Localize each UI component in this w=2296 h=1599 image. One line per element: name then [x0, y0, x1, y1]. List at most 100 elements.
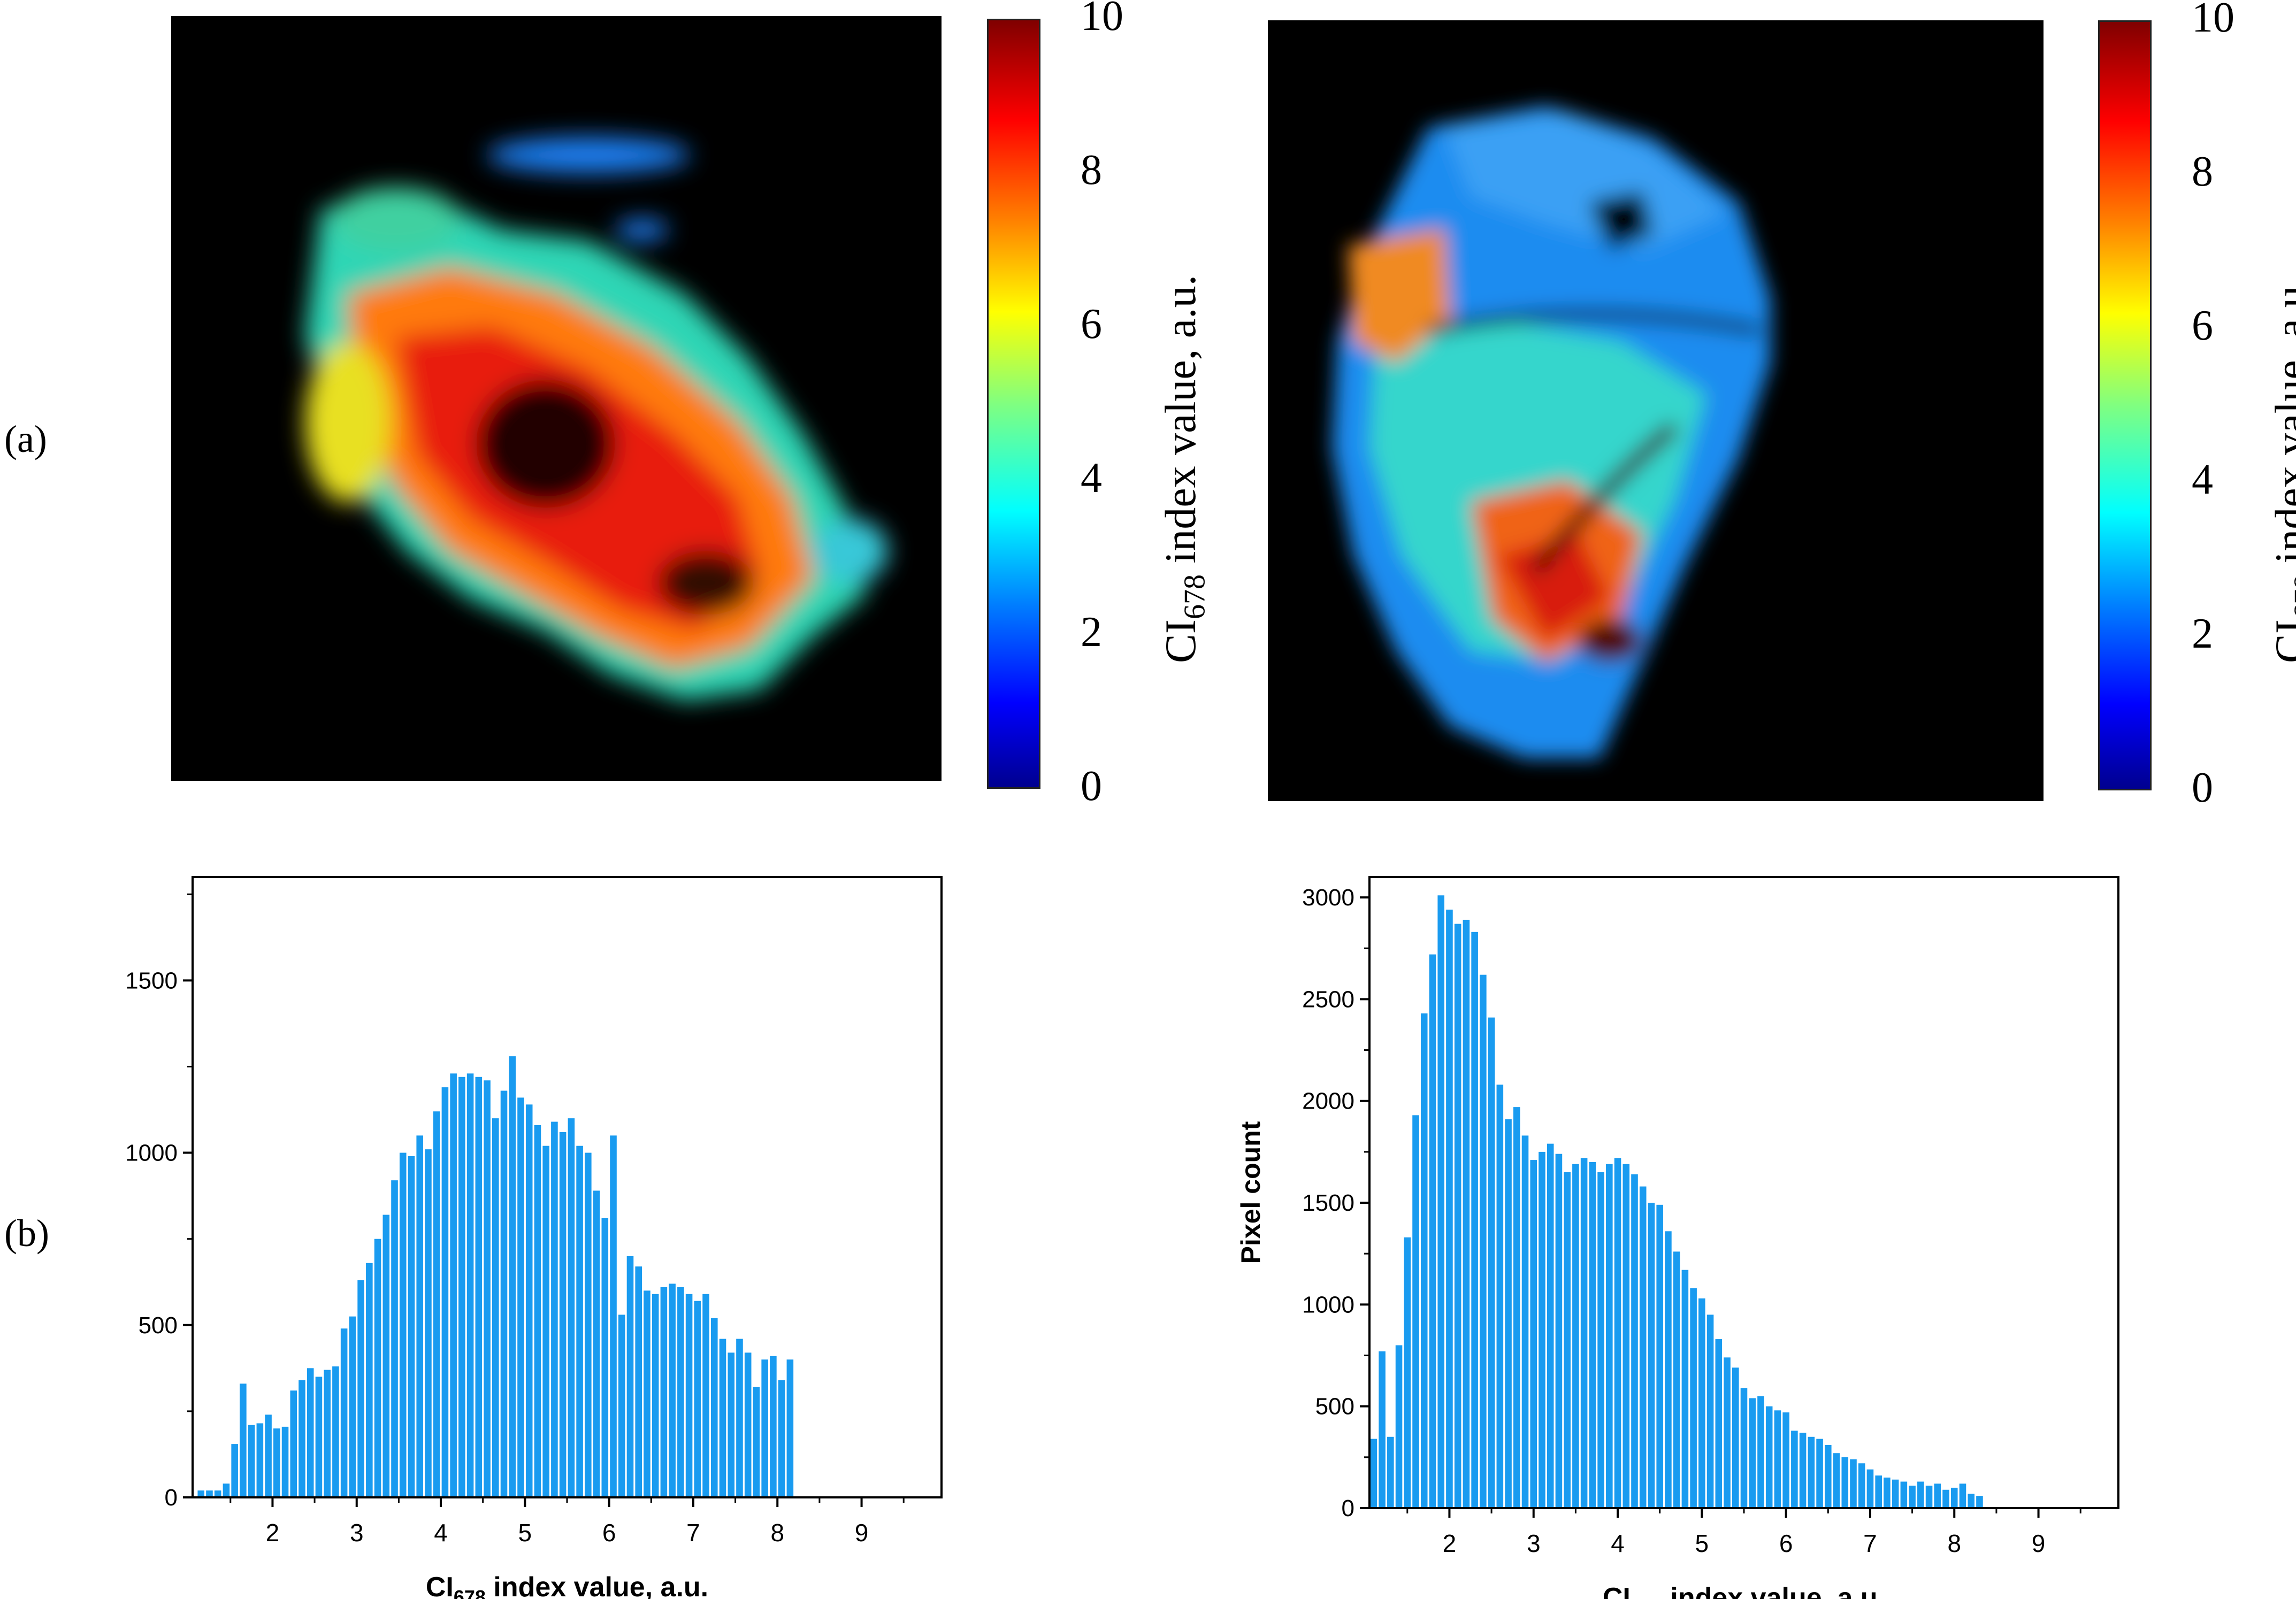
leaf-crack	[1427, 309, 1761, 336]
left-hist-bar	[484, 1080, 491, 1497]
left-hist-bar	[206, 1490, 213, 1497]
left-hist-bar	[559, 1132, 567, 1497]
left-hist-bar	[349, 1316, 356, 1497]
left-hist-bar	[677, 1287, 684, 1497]
left-hist-bar	[324, 1370, 331, 1497]
right-hist-bar	[1925, 1486, 1933, 1508]
left-hist-bar	[626, 1256, 634, 1497]
left-hist-bar	[299, 1380, 305, 1497]
right-hist-bar	[1555, 1154, 1563, 1508]
right-hist-bar	[1950, 1487, 1958, 1508]
left-hist-bar	[660, 1287, 668, 1497]
right-hist-bar	[1866, 1469, 1874, 1508]
left-hist-bar	[399, 1152, 407, 1497]
right-hist-xtick-label: 6	[1779, 1529, 1793, 1557]
left-hist-bar	[450, 1073, 457, 1497]
right-colorbar-tick: 10	[2192, 0, 2234, 41]
right-hist-bar	[1976, 1496, 1983, 1508]
right-hist-ytick-label: 2000	[1302, 1088, 1354, 1114]
right-hist-bar	[1833, 1453, 1840, 1508]
tissue-yellow-left	[305, 342, 391, 503]
left-hist-bar	[340, 1328, 348, 1497]
fragment-small	[615, 219, 669, 241]
left-hist-bar	[408, 1156, 415, 1497]
left-hist-xtick-label: 6	[602, 1519, 616, 1547]
left-hist-bar	[240, 1383, 247, 1497]
left-hist-bar	[214, 1490, 221, 1497]
right-hist-xtick-label: 8	[1947, 1529, 1961, 1557]
right-hist-bar	[1757, 1396, 1764, 1508]
left-hist-bar	[441, 1087, 449, 1497]
left-hist-bar	[332, 1366, 339, 1497]
right-hist-bar	[1463, 919, 1470, 1508]
left-hist-bar	[728, 1352, 735, 1497]
left-hist-bar	[525, 1104, 533, 1497]
left-hist-bar	[265, 1414, 272, 1497]
ci678-map-left	[171, 16, 942, 781]
right-hist-bar	[1589, 1162, 1596, 1508]
left-colorbar-tick: 0	[1081, 763, 1102, 810]
left-hist-bar	[223, 1483, 230, 1497]
right-hist-bar	[1740, 1388, 1748, 1508]
right-hist-ytick-label: 1000	[1302, 1292, 1354, 1318]
left-hist-xtick-label: 3	[350, 1519, 364, 1547]
right-hist-bar	[1580, 1158, 1588, 1508]
right-hist-ytick-label: 2500	[1302, 986, 1354, 1012]
right-colorbar-tick: 8	[2192, 148, 2213, 195]
fragment-top	[487, 137, 690, 173]
right-hist-bar	[1437, 895, 1444, 1508]
left-colorbar-tick: 10	[1081, 0, 1123, 40]
right-hist-bar	[1622, 1164, 1630, 1508]
right-hist-bar	[1808, 1436, 1815, 1508]
leaf-hole	[1589, 191, 1653, 250]
right-hist-bar	[1681, 1270, 1689, 1508]
right-hist-bar	[1791, 1431, 1798, 1508]
left-hist-bar	[391, 1180, 398, 1497]
left-hist-bar	[248, 1425, 255, 1497]
left-hist-xlabel: CI678 index value, a.u.	[426, 1572, 708, 1599]
left-hist-bar	[601, 1218, 609, 1497]
left-hist-bar	[694, 1301, 701, 1497]
right-hist-bar	[1471, 932, 1478, 1508]
histogram-left: 2 3 4 5 6 7 8 9 0 500 1000 1500 CI678 index value, a…	[125, 876, 943, 1599]
left-hist-bar	[761, 1359, 768, 1497]
left-hist-bar	[197, 1490, 205, 1497]
right-hist-bar	[1614, 1158, 1621, 1508]
right-hist-bar	[1429, 954, 1436, 1508]
left-hist-bar	[357, 1280, 364, 1497]
right-hist-bar	[1724, 1357, 1731, 1508]
right-hist-bar	[1572, 1164, 1579, 1508]
colorbar-title-right: CI678 index value, a.u.	[2266, 274, 2296, 663]
left-hist-bar	[710, 1318, 718, 1497]
right-hist-bar	[1648, 1203, 1655, 1508]
right-hist-bar	[1454, 924, 1461, 1508]
left-hist-xtick-label: 8	[770, 1519, 784, 1547]
left-hist-bar	[534, 1125, 541, 1497]
right-hist-bar	[1942, 1489, 1949, 1508]
right-hist-bar	[1387, 1436, 1394, 1508]
left-hist-bar	[315, 1377, 323, 1497]
right-hist-bar	[1875, 1475, 1882, 1508]
panel-label-b: (b)	[4, 1212, 49, 1255]
right-hist-ytick-label: 3000	[1302, 885, 1354, 911]
left-hist-bar	[618, 1314, 625, 1497]
right-colorbar-tick: 6	[2192, 302, 2213, 349]
leaf-red-lower	[1498, 534, 1610, 641]
right-hist-xtick-label: 7	[1863, 1529, 1877, 1557]
left-hist-bar	[576, 1146, 583, 1497]
left-hist-bar	[425, 1149, 432, 1497]
left-colorbar-tick: 2	[1081, 609, 1102, 656]
left-hist-bar	[374, 1239, 381, 1497]
left-hist-bar	[517, 1097, 524, 1497]
right-hist-bar	[1404, 1237, 1411, 1508]
left-hist-bar	[770, 1356, 777, 1497]
right-colorbar-tick: 2	[2192, 610, 2213, 657]
right-hist-bar	[1665, 1231, 1672, 1508]
right-hist-xtick-label: 4	[1611, 1529, 1625, 1557]
tissue-cyan-top	[332, 187, 460, 251]
left-hist-bar	[256, 1423, 264, 1497]
left-hist-bar	[416, 1135, 424, 1497]
right-hist-xtick-label: 5	[1695, 1529, 1709, 1557]
right-hist-bar	[1521, 1135, 1529, 1508]
right-hist-bar	[1547, 1143, 1554, 1508]
